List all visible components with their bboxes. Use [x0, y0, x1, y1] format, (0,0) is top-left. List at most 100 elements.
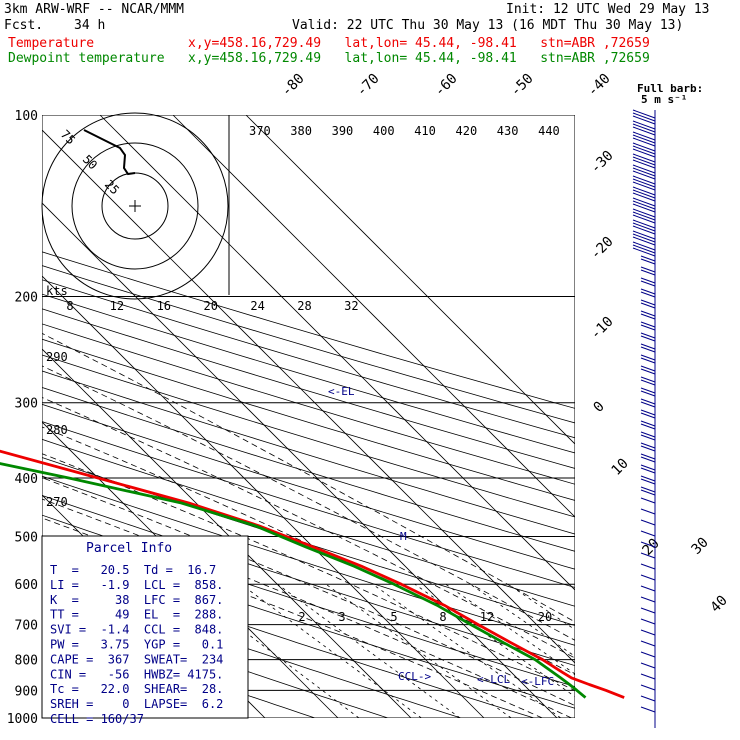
model-title: 3km ARW-WRF -- NCAR/MMM [4, 2, 185, 17]
wind-barb [640, 365, 656, 372]
el-annotation: <-EL [328, 385, 355, 398]
wind-barb [640, 412, 656, 419]
wind-barb [640, 453, 656, 460]
lcl-annotation: <-LCL [477, 673, 510, 686]
wind-barb [640, 376, 656, 383]
wind-barb [632, 247, 656, 257]
wind-barb [632, 123, 656, 133]
pressure-tick-label: 200 [15, 291, 38, 306]
wind-barb [640, 409, 656, 416]
theta-label: 380 [290, 124, 312, 138]
wind-barb [632, 186, 656, 196]
isotherm-label: -50 [508, 71, 537, 100]
wind-barb [640, 310, 656, 317]
pressure-tick-label: 300 [15, 397, 38, 412]
theta-label: 290 [46, 350, 68, 364]
wind-barb [640, 379, 656, 386]
wind-barbs: Full barb:5 m s⁻¹ [632, 82, 703, 728]
wind-barb [640, 456, 656, 463]
wind-barb [640, 464, 656, 471]
wind-barb [640, 530, 656, 537]
wind-barb [640, 346, 656, 353]
forecast-hour: 34 h [74, 18, 106, 33]
barb-legend-value: 5 m s⁻¹ [641, 93, 687, 106]
parcel-info-row: TT = 49 EL = 288. [50, 608, 223, 622]
wind-barb [632, 159, 656, 169]
parcel-info-box: Parcel Info T = 20.5 Td = 16.7LI = -1.9 L… [41, 535, 249, 726]
isotherm-label: 40 [708, 593, 731, 616]
parcel-info-row: CAPE = 367 SWEAT= 234 [50, 652, 223, 666]
wind-barb [632, 112, 656, 122]
dry-adiabat-line [42, 475, 575, 646]
hodograph-speed-tick: 12 [110, 299, 124, 313]
theta-label: 270 [46, 495, 68, 509]
pressure-tick-label: 900 [15, 684, 38, 699]
wind-barb [632, 222, 656, 232]
wind-barb [640, 354, 656, 361]
wind-barb [632, 156, 656, 166]
wind-barb [632, 109, 656, 119]
wind-barb [640, 541, 656, 548]
theta-label: 390 [332, 124, 354, 138]
wind-barb [632, 203, 656, 213]
parcel-info-row: PW = 3.75 YGP = 0.1 [50, 638, 223, 652]
dry-adiabat-line [42, 438, 575, 607]
wind-barb [632, 200, 656, 210]
wind-barb [632, 236, 656, 246]
moist-adiabat-line [42, 453, 575, 692]
theta-label: 280 [46, 423, 68, 437]
wind-barb [640, 684, 656, 691]
wind-barb [632, 230, 656, 240]
mixing-ratio-label: 12 [480, 610, 494, 624]
wind-barb [640, 695, 656, 702]
wind-barb [640, 673, 656, 680]
isotherm-label: -80 [279, 71, 308, 100]
wind-barb [640, 299, 656, 306]
wind-barb [640, 324, 656, 331]
dry-adiabat-line [42, 457, 575, 626]
theta-label: 440 [538, 124, 560, 138]
wind-barb [632, 225, 656, 235]
hodograph-trace [83, 129, 136, 176]
wind-barb [640, 662, 656, 669]
dry-adiabat-line [42, 308, 575, 469]
wind-barb [632, 145, 656, 155]
isotherm-label: -10 [588, 314, 617, 343]
wind-barb [632, 219, 656, 229]
wind-barb [640, 489, 656, 496]
wind-barb [632, 178, 656, 188]
wind-barb [640, 302, 656, 309]
wind-barb [632, 233, 656, 243]
parcel-info-row: SVI = -1.4 CCL = 848. [50, 623, 223, 637]
isotherm-line [99, 115, 575, 591]
wind-barb [640, 321, 656, 328]
isotherm-label: 30 [689, 535, 712, 558]
wind-barb [640, 423, 656, 430]
wind-barb [640, 291, 656, 298]
wind-barb [640, 313, 656, 320]
hodograph-speed-tick: 24 [250, 299, 264, 313]
wind-barb [640, 478, 656, 485]
mixing-ratio-label: 20 [538, 610, 552, 624]
moist-adiabat-line [42, 498, 572, 718]
wind-barb [640, 508, 656, 515]
mixing-ratio-line [240, 583, 422, 718]
pressure-tick-label: 400 [15, 472, 38, 487]
wind-barb [632, 211, 656, 221]
wind-barb [640, 574, 656, 581]
wind-barb [640, 467, 656, 474]
wind-barb [632, 148, 656, 158]
wind-barb [632, 115, 656, 125]
m-annotation: M [400, 530, 407, 543]
wind-barb [632, 214, 656, 224]
isotherm-line [42, 348, 412, 718]
dry-adiabat-line [42, 323, 575, 485]
theta-label: 420 [456, 124, 478, 138]
sounding-profiles [0, 449, 625, 699]
isotherm-label: -60 [432, 71, 461, 100]
parcel-info-row: CIN = -56 HWBZ= 4175. [50, 667, 223, 681]
wind-barb [640, 618, 656, 625]
theta-label: 410 [414, 124, 436, 138]
wind-barb [632, 170, 656, 180]
